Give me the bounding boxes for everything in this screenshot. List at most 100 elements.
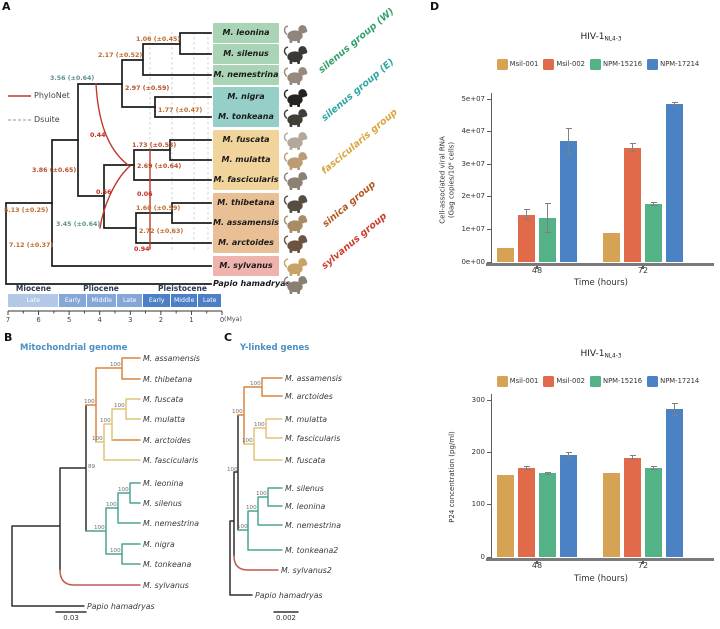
support-value-b: 100 bbox=[94, 525, 105, 531]
legend-item: NPM-17214 bbox=[647, 58, 700, 70]
panel-d-label: D bbox=[430, 0, 440, 13]
monkey-icon bbox=[283, 45, 308, 64]
error-bar-cap bbox=[523, 219, 530, 221]
x-tick-mark bbox=[536, 560, 538, 565]
chart-top-ylabel-line1: Cell-associated viral RNA bbox=[438, 136, 447, 224]
panel-b-label: B bbox=[4, 331, 13, 344]
chart-top-title-main: HIV-1 bbox=[580, 32, 605, 42]
error-bar-cap bbox=[523, 468, 530, 470]
divergence-age-label: 2.17 (±0.52) bbox=[98, 52, 142, 59]
chart-top-ylabel: Cell-associated viral RNA (Gag copies/10… bbox=[439, 136, 456, 224]
taxon-label-b: M. mulatta bbox=[143, 415, 185, 424]
monkey-icon bbox=[283, 171, 308, 190]
species-box bbox=[213, 107, 279, 127]
inheritance-probability-label: 0.06 bbox=[137, 191, 153, 198]
inheritance-probability-label: 0.94 bbox=[134, 246, 150, 253]
taxon-label-c: M. mulatta bbox=[285, 415, 327, 424]
divergence-age-label: 1.77 (±0.47) bbox=[158, 107, 202, 114]
error-bar-cap bbox=[544, 473, 551, 475]
error-bar-cap bbox=[523, 466, 530, 468]
chart-bottom-title-main: HIV-1 bbox=[580, 349, 605, 359]
taxon-label-b: M. assamensis bbox=[143, 354, 200, 363]
species-box bbox=[213, 256, 279, 276]
species-box bbox=[213, 170, 279, 190]
panel-c-title: Y-linked genes bbox=[240, 343, 310, 353]
taxon-label-c: M. fuscata bbox=[285, 456, 326, 465]
legend-item: NPM-17214 bbox=[647, 375, 700, 387]
species-label: M. fascicularis bbox=[213, 175, 279, 184]
species-label: M. nigra bbox=[227, 92, 265, 101]
monkey-icon bbox=[283, 275, 308, 294]
bar bbox=[560, 141, 577, 262]
y-tick-label: 4e+07 bbox=[461, 127, 485, 136]
monkey-icon bbox=[283, 194, 308, 213]
divergence-age-label: 1.06 (±0.45) bbox=[136, 36, 180, 43]
x-tick-mark bbox=[642, 560, 644, 565]
error-bar-cap bbox=[565, 456, 572, 458]
epoch-label: Miocene bbox=[15, 284, 52, 293]
epoch-sub-band: Late bbox=[117, 294, 143, 307]
support-value-b: 100 bbox=[106, 502, 117, 508]
x-category-label: 48 bbox=[531, 561, 543, 570]
species-label: M. sylvanus bbox=[219, 261, 273, 270]
taxon-label-c: M. arctoides bbox=[285, 392, 333, 401]
support-value-b: 100 bbox=[92, 436, 103, 442]
y-tick-label: 1e+07 bbox=[461, 224, 485, 233]
legend-label: NPM-15216 bbox=[602, 377, 643, 385]
y-tick-mark bbox=[487, 556, 492, 558]
chart-bottom-title-sub: NL4-3 bbox=[604, 353, 622, 360]
legend-label: NPM-17214 bbox=[660, 377, 700, 385]
error-bar-cap bbox=[629, 151, 636, 153]
legend-label: Msil-002 bbox=[556, 377, 585, 385]
mya-tick-label: 6 bbox=[36, 316, 40, 324]
chart-bottom-title: HIV-1NL4-3 bbox=[492, 349, 710, 360]
chart-top-title-sub: NL4-3 bbox=[604, 36, 622, 43]
panel-a-species-tree bbox=[5, 32, 212, 285]
species-box bbox=[213, 213, 279, 233]
dsuite-guide-lines bbox=[149, 32, 209, 252]
legend-label: NPM-17214 bbox=[660, 60, 700, 68]
support-value-b: 100 bbox=[110, 548, 121, 554]
y-tick-label: 3e+07 bbox=[461, 159, 485, 168]
taxon-label-b: M. nemestrina bbox=[143, 519, 199, 528]
support-value-b: 100 bbox=[114, 403, 125, 409]
monkey-icon bbox=[283, 24, 308, 43]
panel-a-label: A bbox=[2, 0, 11, 13]
chart-bottom-ylabel: P24 concentration (pg/ml) bbox=[448, 431, 457, 523]
error-bar bbox=[568, 452, 569, 458]
y-tick-label: 5e+07 bbox=[461, 94, 485, 103]
error-bar-cap bbox=[523, 209, 530, 211]
y-tick-label: 300 bbox=[471, 395, 485, 404]
monkey-icon bbox=[283, 88, 308, 107]
legend-label: Msil-001 bbox=[509, 60, 539, 68]
error-bar bbox=[547, 203, 548, 233]
divergence-age-label: 1.73 (±0.53) bbox=[132, 142, 176, 149]
species-label: M. fuscata bbox=[222, 135, 270, 144]
panel-c-tree bbox=[229, 377, 299, 613]
taxon-label-c: M. silenus bbox=[285, 484, 324, 493]
error-bar bbox=[526, 466, 527, 470]
mya-tick-label: 3 bbox=[128, 316, 132, 324]
legend-label: NPM-15216 bbox=[602, 60, 643, 68]
taxon-label-c: M. sylvanus2 bbox=[281, 566, 332, 575]
legend-swatch bbox=[589, 58, 601, 70]
species-label: M. nemestrina bbox=[213, 70, 279, 79]
bar bbox=[666, 409, 683, 557]
error-bar-cap bbox=[544, 202, 551, 204]
monkey-icon bbox=[283, 214, 308, 233]
y-axis-line bbox=[491, 93, 492, 263]
legend-label: Msil-001 bbox=[509, 377, 539, 385]
taxon-label-c: M. tonkeana2 bbox=[285, 546, 338, 555]
epoch-sub-band: Late bbox=[8, 294, 59, 307]
support-value-c: 100 bbox=[246, 505, 257, 511]
species-label: M. assamensis bbox=[213, 218, 279, 227]
divergence-age-label: 2.97 (±0.59) bbox=[125, 85, 169, 92]
x-category-label: 72 bbox=[637, 266, 649, 275]
y-tick-mark bbox=[487, 98, 492, 100]
divergence-age-label: 5.13 (±0.25) bbox=[4, 207, 48, 214]
support-value-c: 100 bbox=[254, 422, 265, 428]
bar bbox=[539, 217, 556, 262]
y-tick-mark bbox=[487, 399, 492, 401]
